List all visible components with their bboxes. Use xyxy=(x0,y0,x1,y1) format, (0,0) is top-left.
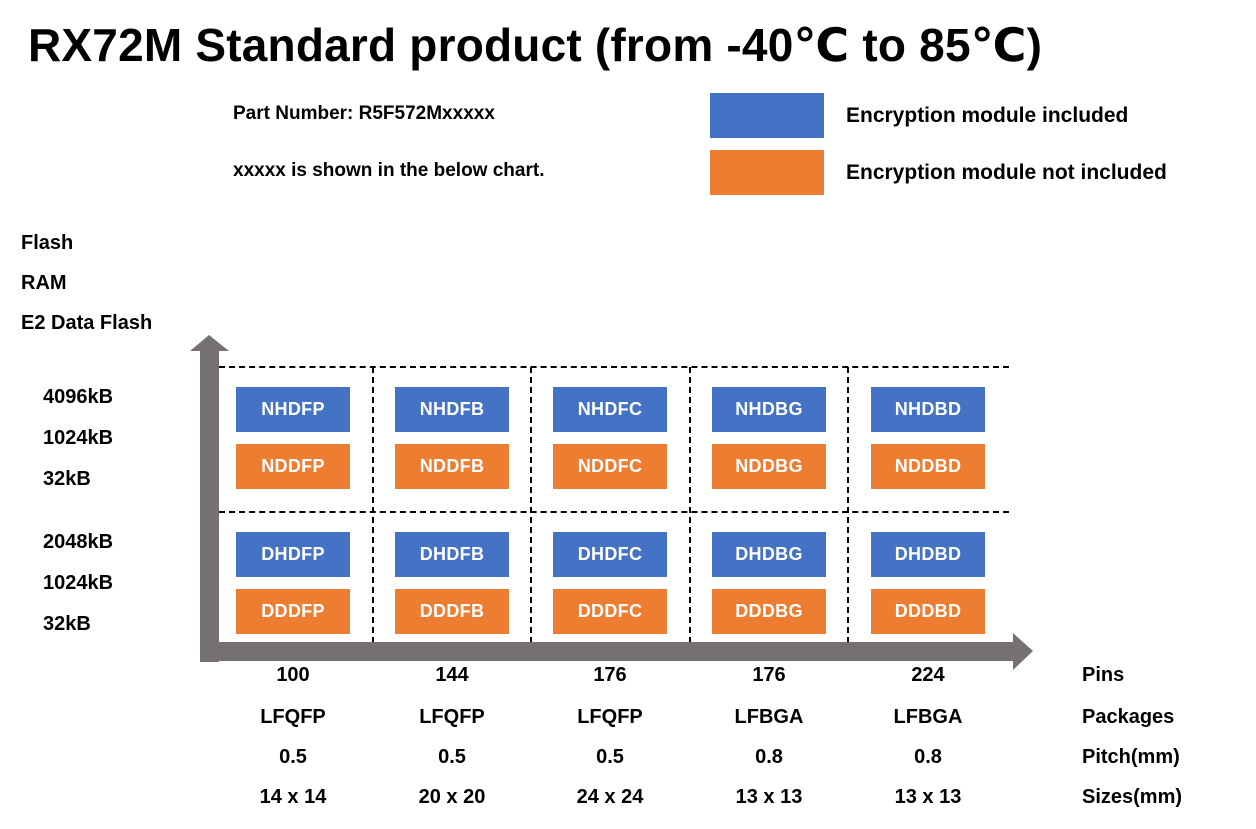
pins-value: 100 xyxy=(276,664,310,686)
part-number-note: Part Number: R5F572Mxxxxx xyxy=(233,103,495,124)
pitch-value: 0.5 xyxy=(438,746,466,768)
part-code-box: DDDFP xyxy=(236,589,350,634)
grid-line-middle xyxy=(219,511,1009,513)
y-axis-label-flash: Flash xyxy=(21,232,74,254)
part-code-box: NHDBD xyxy=(871,387,985,432)
package-value: LFQFP xyxy=(419,706,485,728)
package-value: LFQFP xyxy=(260,706,326,728)
group2-ram: 1024kB xyxy=(43,572,114,594)
part-code-box: DHDBD xyxy=(871,532,985,577)
part-code-box: DHDFB xyxy=(395,532,509,577)
group1-ram: 1024kB xyxy=(43,427,114,449)
part-code-box: DHDFP xyxy=(236,532,350,577)
y-axis-label-e2: E2 Data Flash xyxy=(21,312,153,334)
pins-value: 144 xyxy=(435,664,469,686)
group2-flash: 2048kB xyxy=(43,531,114,553)
group2-e2: 32kB xyxy=(43,613,91,635)
part-code-box: NDDFC xyxy=(553,444,667,489)
package-value: LFBGA xyxy=(893,706,963,728)
part-code-box: DDDBG xyxy=(712,589,826,634)
size-value: 14 x 14 xyxy=(259,786,327,808)
row-name-pins: Pins xyxy=(1082,664,1125,686)
part-code-box: DDDFC xyxy=(553,589,667,634)
part-code-box: DHDFC xyxy=(553,532,667,577)
size-value: 24 x 24 xyxy=(576,786,644,808)
part-code-box: NDDFB xyxy=(395,444,509,489)
legend-label-encrypted: Encryption module included xyxy=(846,104,1129,127)
pins-value: 176 xyxy=(752,664,786,686)
pitch-value: 0.8 xyxy=(755,746,783,768)
legend-swatch-encrypted xyxy=(710,93,824,138)
x-axis-arrow-icon xyxy=(200,633,1033,670)
row-name-sizes: Sizes(mm) xyxy=(1082,786,1183,808)
package-value: LFQFP xyxy=(577,706,643,728)
grid-line-top xyxy=(219,366,1009,368)
explanation-note: xxxxx is shown in the below chart. xyxy=(233,160,545,181)
part-code-box: NHDFP xyxy=(236,387,350,432)
size-value: 13 x 13 xyxy=(735,786,803,808)
pins-value: 176 xyxy=(593,664,627,686)
size-value: 20 x 20 xyxy=(418,786,486,808)
legend-swatch-not-encrypted xyxy=(710,150,824,195)
pitch-value: 0.5 xyxy=(596,746,624,768)
grid-divider-4 xyxy=(847,367,849,643)
part-code-box: NDDBG xyxy=(712,444,826,489)
grid-divider-2 xyxy=(530,367,532,643)
pins-value: 224 xyxy=(911,664,945,686)
part-code-box: NHDFC xyxy=(553,387,667,432)
page-title: RX72M Standard product (from -40℃ to 85℃… xyxy=(28,19,1043,71)
part-code-box: NHDFB xyxy=(395,387,509,432)
part-code-box: DDDFB xyxy=(395,589,509,634)
group1-e2: 32kB xyxy=(43,468,91,490)
grid-divider-1 xyxy=(372,367,374,643)
grid-divider-3 xyxy=(689,367,691,643)
part-code-box: NDDFP xyxy=(236,444,350,489)
pitch-value: 0.5 xyxy=(279,746,307,768)
legend-label-not-encrypted: Encryption module not included xyxy=(846,161,1167,184)
pitch-value: 0.8 xyxy=(914,746,942,768)
package-value: LFBGA xyxy=(734,706,804,728)
part-code-box: DHDBG xyxy=(712,532,826,577)
row-name-packages: Packages xyxy=(1082,706,1175,728)
size-value: 13 x 13 xyxy=(894,786,962,808)
part-code-box: NHDBG xyxy=(712,387,826,432)
part-code-box: NDDBD xyxy=(871,444,985,489)
y-axis-arrow-icon xyxy=(190,335,229,662)
part-code-box: DDDBD xyxy=(871,589,985,634)
row-name-pitch: Pitch(mm) xyxy=(1082,746,1180,768)
group1-flash: 4096kB xyxy=(43,386,114,408)
y-axis-label-ram: RAM xyxy=(21,272,67,294)
